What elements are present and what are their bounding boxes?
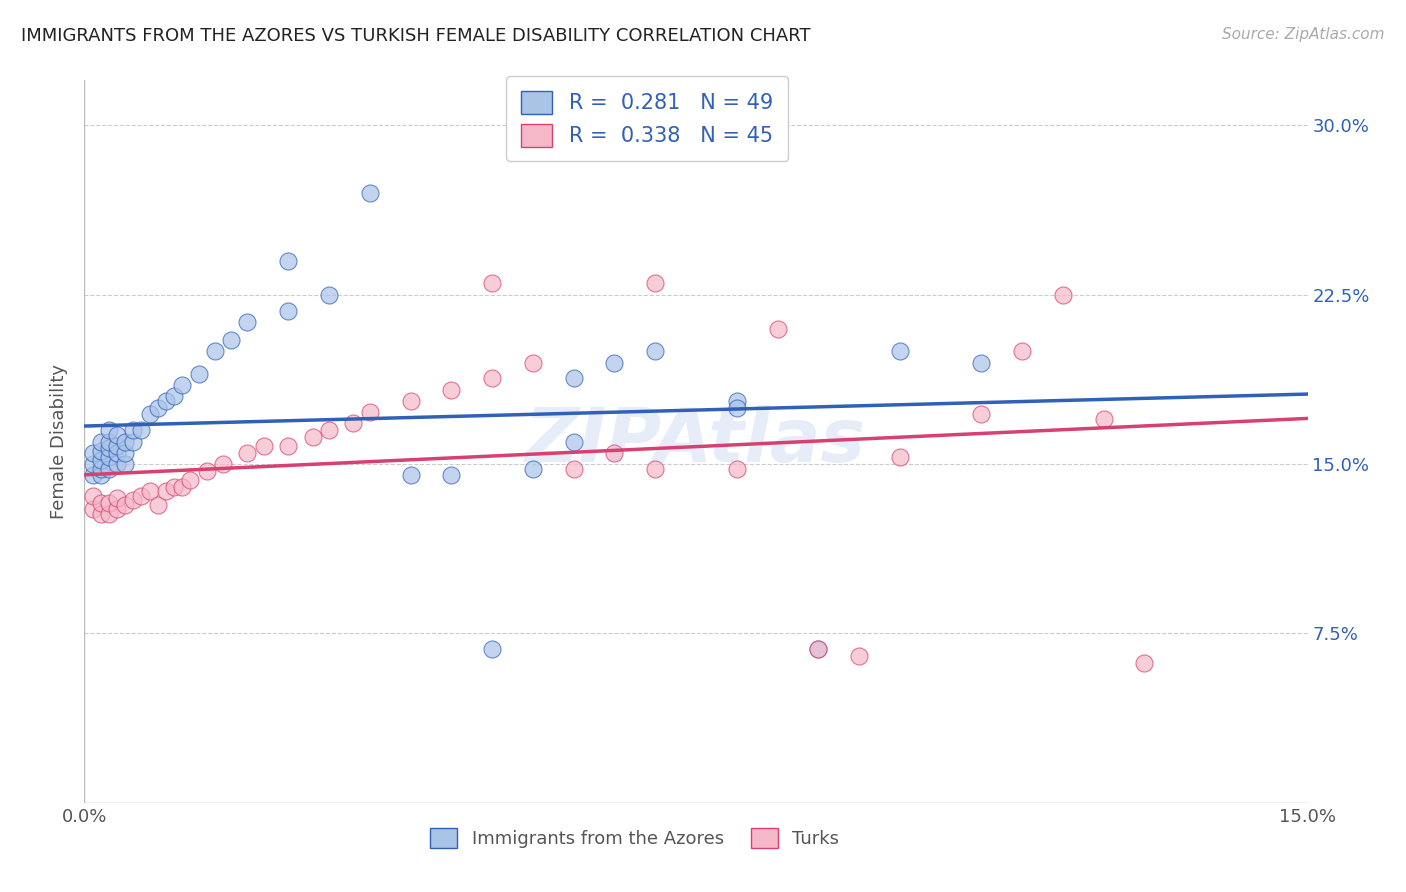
Point: [253, 439, 276, 453]
Point: [122, 423, 145, 437]
Point: [82, 457, 104, 471]
Point: [318, 423, 340, 437]
Point: [848, 648, 870, 663]
Point: [644, 344, 666, 359]
Point: [766, 321, 789, 335]
Point: [1092, 412, 1115, 426]
Point: [97, 450, 120, 465]
Point: [138, 484, 160, 499]
Point: [105, 439, 128, 453]
Point: [603, 446, 626, 460]
Point: [90, 468, 112, 483]
Point: [90, 452, 112, 467]
Point: [562, 434, 585, 449]
Point: [114, 434, 136, 449]
Point: [481, 371, 503, 385]
Point: [97, 495, 120, 509]
Point: [970, 355, 993, 369]
Point: [603, 355, 626, 369]
Y-axis label: Female Disability: Female Disability: [51, 364, 69, 519]
Point: [522, 355, 544, 369]
Point: [114, 498, 136, 512]
Point: [725, 401, 748, 415]
Point: [342, 417, 364, 431]
Point: [82, 468, 104, 483]
Point: [97, 507, 120, 521]
Point: [114, 446, 136, 460]
Legend: Immigrants from the Azores, Turks: Immigrants from the Azores, Turks: [419, 817, 851, 859]
Point: [807, 642, 830, 657]
Point: [204, 344, 226, 359]
Point: [90, 461, 112, 475]
Point: [90, 495, 112, 509]
Point: [1133, 656, 1156, 670]
Point: [399, 393, 422, 408]
Point: [522, 461, 544, 475]
Point: [155, 393, 177, 408]
Point: [163, 389, 186, 403]
Point: [138, 408, 160, 422]
Point: [105, 457, 128, 471]
Point: [155, 484, 177, 499]
Point: [163, 480, 186, 494]
Point: [359, 405, 381, 419]
Point: [131, 423, 153, 437]
Point: [1011, 344, 1033, 359]
Text: IMMIGRANTS FROM THE AZORES VS TURKISH FEMALE DISABILITY CORRELATION CHART: IMMIGRANTS FROM THE AZORES VS TURKISH FE…: [21, 27, 811, 45]
Point: [187, 367, 209, 381]
Point: [440, 383, 463, 397]
Point: [105, 427, 128, 442]
Point: [105, 502, 128, 516]
Point: [318, 287, 340, 301]
Point: [277, 303, 299, 318]
Text: ZIPAtlas: ZIPAtlas: [526, 405, 866, 478]
Point: [562, 461, 585, 475]
Point: [481, 277, 503, 291]
Point: [146, 401, 169, 415]
Point: [122, 434, 145, 449]
Point: [970, 408, 993, 422]
Point: [195, 464, 218, 478]
Point: [82, 446, 104, 460]
Point: [97, 434, 120, 449]
Point: [481, 642, 503, 657]
Point: [97, 461, 120, 475]
Point: [179, 473, 201, 487]
Point: [725, 461, 748, 475]
Point: [90, 443, 112, 458]
Point: [105, 491, 128, 505]
Point: [82, 489, 104, 503]
Point: [725, 393, 748, 408]
Point: [889, 450, 911, 465]
Point: [889, 344, 911, 359]
Point: [440, 468, 463, 483]
Point: [97, 442, 120, 456]
Point: [644, 277, 666, 291]
Point: [236, 315, 259, 329]
Point: [562, 371, 585, 385]
Point: [172, 378, 194, 392]
Point: [359, 186, 381, 201]
Point: [644, 461, 666, 475]
Point: [301, 430, 323, 444]
Point: [1052, 287, 1074, 301]
Point: [807, 642, 830, 657]
Point: [97, 423, 120, 437]
Point: [122, 493, 145, 508]
Point: [105, 446, 128, 460]
Text: Source: ZipAtlas.com: Source: ZipAtlas.com: [1222, 27, 1385, 42]
Point: [277, 253, 299, 268]
Point: [90, 507, 112, 521]
Point: [131, 489, 153, 503]
Point: [219, 333, 242, 347]
Point: [277, 439, 299, 453]
Point: [236, 446, 259, 460]
Point: [114, 457, 136, 471]
Point: [82, 502, 104, 516]
Point: [399, 468, 422, 483]
Point: [90, 434, 112, 449]
Point: [212, 457, 235, 471]
Point: [172, 480, 194, 494]
Point: [146, 498, 169, 512]
